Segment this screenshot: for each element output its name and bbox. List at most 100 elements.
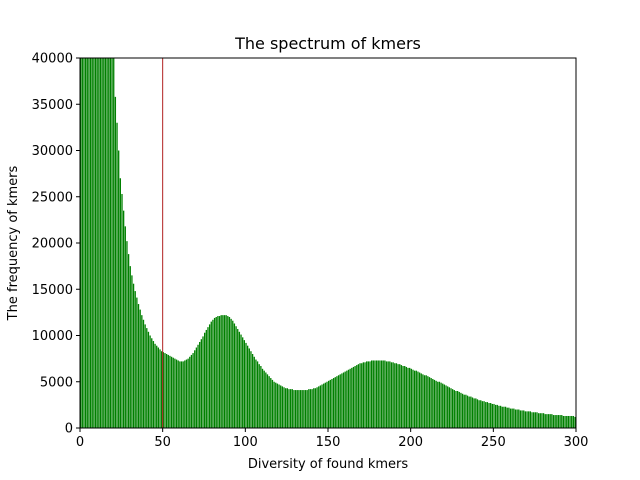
bar	[278, 384, 280, 428]
bar	[319, 385, 322, 428]
bar	[339, 374, 341, 428]
bar	[372, 360, 374, 428]
bar	[539, 413, 541, 428]
bar	[442, 383, 444, 428]
bar	[129, 266, 131, 428]
bar	[463, 394, 465, 428]
bar	[84, 58, 87, 428]
bar	[156, 345, 158, 428]
bar	[357, 364, 360, 428]
bar	[266, 374, 269, 428]
bar	[341, 373, 343, 428]
bar	[440, 382, 442, 428]
bar	[144, 324, 146, 428]
bar	[524, 411, 527, 428]
bar	[571, 415, 573, 428]
bar	[316, 387, 318, 428]
bar	[417, 371, 419, 428]
bar	[342, 372, 345, 428]
bar	[498, 405, 500, 428]
bar	[152, 341, 155, 428]
bar	[177, 360, 179, 428]
bar	[280, 385, 282, 428]
bar	[136, 297, 138, 428]
bar	[179, 361, 181, 428]
bar	[215, 317, 217, 428]
bar	[189, 356, 191, 428]
bar	[260, 366, 262, 428]
bar	[137, 304, 140, 428]
bar	[263, 370, 265, 428]
bar	[91, 58, 93, 428]
bar	[154, 343, 156, 428]
bar	[228, 317, 231, 428]
bar	[521, 410, 523, 428]
bar	[202, 336, 204, 428]
bar	[514, 409, 517, 428]
bar	[412, 369, 414, 428]
bar	[400, 365, 403, 428]
bar	[549, 414, 551, 428]
x-tick-label: 200	[398, 435, 423, 450]
y-tick-label: 40000	[32, 52, 73, 67]
bar	[392, 362, 394, 428]
bar	[250, 351, 252, 428]
x-axis: 0 50 100 150 200 250 300	[76, 428, 588, 450]
bar	[375, 360, 378, 428]
bar	[344, 371, 346, 428]
bar	[175, 359, 178, 428]
bar	[337, 375, 340, 428]
bar	[174, 358, 176, 428]
bar	[253, 356, 255, 428]
bar	[159, 349, 161, 428]
bar	[299, 390, 302, 428]
bar	[162, 352, 164, 428]
bar	[486, 402, 489, 428]
bar	[225, 315, 227, 428]
bar	[494, 404, 497, 428]
bar	[232, 320, 234, 428]
bar	[370, 360, 373, 428]
bar	[80, 58, 82, 428]
bar	[246, 345, 249, 428]
bar	[122, 210, 125, 428]
bar	[242, 337, 244, 428]
bar	[377, 360, 379, 428]
bar	[572, 415, 575, 428]
bar	[81, 58, 83, 428]
bar	[493, 403, 495, 428]
bar	[210, 321, 212, 428]
bar	[108, 58, 110, 428]
bar	[111, 58, 113, 428]
bar	[402, 366, 404, 428]
bar	[309, 389, 312, 428]
bar	[237, 329, 239, 428]
bar	[151, 338, 153, 428]
bar	[261, 368, 264, 428]
bar	[251, 354, 254, 428]
x-tick-label: 100	[233, 435, 258, 450]
bar	[134, 291, 136, 428]
y-tick-label: 10000	[32, 329, 73, 344]
bar	[483, 401, 485, 428]
bar	[354, 366, 356, 428]
bar	[114, 96, 117, 428]
bar	[561, 415, 563, 428]
bar	[248, 348, 250, 428]
bar	[308, 389, 310, 428]
bar	[124, 226, 126, 428]
bar	[425, 375, 427, 428]
bar	[230, 318, 232, 428]
bar	[98, 58, 100, 428]
bar	[397, 364, 399, 428]
bar	[276, 383, 279, 428]
bar	[192, 353, 194, 428]
bar	[413, 370, 416, 428]
bar	[404, 366, 406, 428]
bar	[314, 388, 317, 428]
bar	[286, 388, 288, 428]
bar	[118, 150, 120, 428]
x-tick-label: 0	[76, 435, 84, 450]
bar	[379, 360, 381, 428]
